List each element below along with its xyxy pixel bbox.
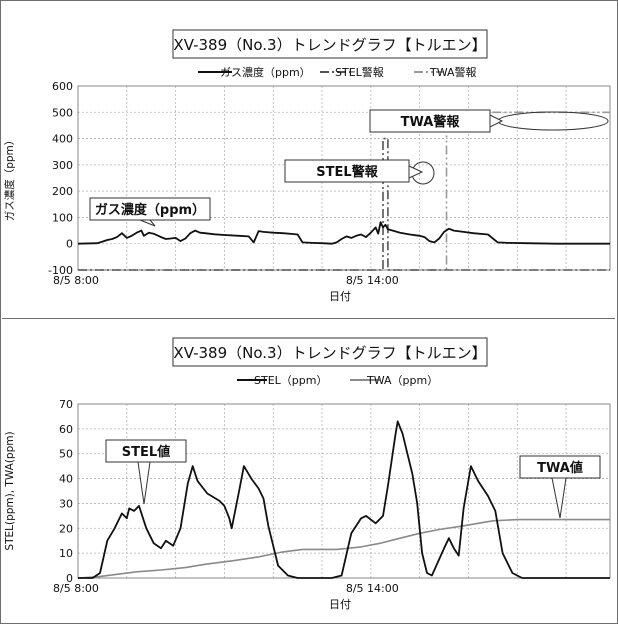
- chart1-ytick-label: 200: [52, 185, 73, 198]
- chart2-xtick-label-1: 8/5 14:00: [346, 582, 399, 595]
- chart1-ytick-label: -100: [48, 264, 73, 277]
- chart2-legend-label-0: STEL（ppm）: [254, 374, 327, 387]
- chart2-ytick-label: 20: [59, 522, 73, 535]
- chart1-series-line-1: [78, 137, 610, 271]
- chart1-ytick-label: 100: [52, 211, 73, 224]
- chart1-callout-text-1: STEL警報: [316, 164, 378, 180]
- chart2-ytick-label: 70: [59, 398, 73, 411]
- chart1-ytick-label: 400: [52, 133, 73, 146]
- chart1-ytick-label: 500: [52, 106, 73, 119]
- chart2-ytick-label: 60: [59, 423, 73, 436]
- chart1-ylabel: ガス濃度（ppm）: [3, 135, 16, 222]
- chart2-ytick-label: 30: [59, 497, 73, 510]
- chart2-xtick-label-0: 8/5 8:00: [53, 582, 99, 595]
- chart1-highlight-ellipse-1: [497, 111, 609, 131]
- chart2-callout-text-1: TWA値: [537, 460, 583, 476]
- chart1-xtick-label-1: 8/5 14:00: [346, 274, 399, 287]
- chart1-title: XV-389（No.3）トレンドグラフ【トルエン】: [173, 36, 486, 54]
- gas-concentration-chart: XV-389（No.3）トレンドグラフ【トルエン】ガス濃度（ppm） STEL警報…: [3, 29, 611, 303]
- chart1-title-box: [172, 29, 488, 59]
- chart2-series-line-0: [78, 420, 610, 579]
- chart2-callout-box-1: [519, 455, 601, 479]
- chart2-ytick-label: 10: [59, 547, 73, 560]
- chart1-ytick-label: 0: [66, 238, 73, 251]
- chart2-title-box: [172, 337, 488, 367]
- chart2-ytick-label: 50: [59, 448, 73, 461]
- chart2-callout-text-0: STEL値: [122, 444, 170, 460]
- chart1-callout-text-0: ガス濃度（ppm）: [95, 202, 205, 218]
- chart2-xlabel: 日付: [329, 598, 351, 611]
- chart1-xlabel: 日付: [329, 290, 351, 303]
- chart2-callout-pointer-0: [137, 461, 151, 505]
- chart2-ylabel: STEL(ppm), TWA(ppm): [4, 431, 16, 550]
- chart1-legend-label-0: ガス濃度（ppm）: [220, 65, 311, 79]
- chart1-ytick-label: 300: [52, 159, 73, 172]
- chart1-ytick-label: 600: [52, 80, 73, 93]
- chart1-xtick-label-0: 8/5 8:00: [53, 274, 99, 287]
- chart1-legend-label-2: TWA警報: [429, 65, 477, 79]
- chart1-callout-pointer-0: [139, 219, 156, 227]
- chart2-legend-label-1: TWA（ppm）: [366, 374, 438, 387]
- chart2-ytick-label: 0: [66, 572, 73, 585]
- chart1-series-line-0: [77, 221, 610, 245]
- chart1-series-line-2: [78, 111, 610, 271]
- panel-divider: [2, 318, 615, 319]
- chart1-callout-box-1: [284, 159, 410, 183]
- chart1-callout-text-2: TWA警報: [401, 114, 461, 130]
- chart1-callout-pointer-2: [489, 114, 504, 128]
- chart1-callout-box-2: [369, 109, 491, 133]
- chart2-callout-pointer-1: [551, 477, 567, 519]
- chart2-callout-box-0: [105, 439, 187, 463]
- chart2-plot-border: [77, 403, 611, 579]
- chart1-legend-label-1: STEL警報: [335, 65, 384, 79]
- chart2-ytick-label: 40: [59, 473, 73, 486]
- chart2-title: XV-389（No.3）トレンドグラフ【トルエン】: [173, 344, 486, 362]
- chart2-series-line-1: [77, 518, 610, 579]
- chart1-callout-box-0: [89, 197, 211, 221]
- stel-twa-chart: XV-389（No.3）トレンドグラフ【トルエン】 STEL（ppm） TWA（pp…: [4, 337, 611, 611]
